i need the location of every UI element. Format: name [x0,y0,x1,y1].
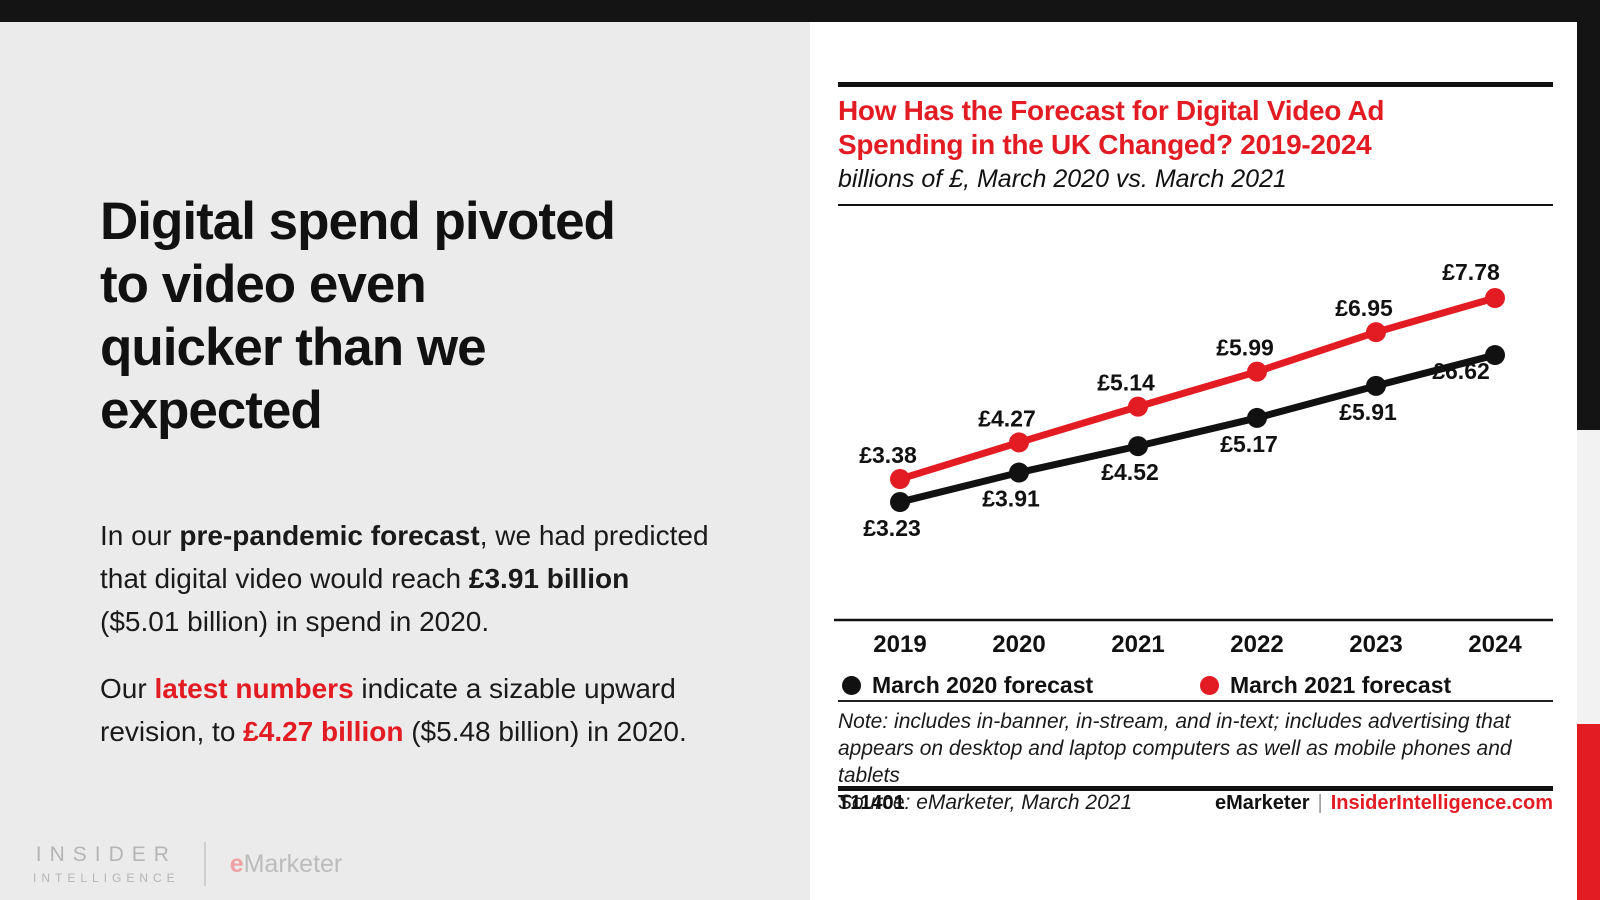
note-line: Source: eMarketer, March 2021 [838,791,1133,814]
chart-subtitle: billions of £, March 2020 vs. March 2021 [838,165,1287,193]
svg-text:£7.78: £7.78 [1442,259,1500,285]
svg-text:£5.91: £5.91 [1339,399,1397,425]
legend-label: March 2020 forecast [872,672,1094,698]
legend-item-march-2021: March 2021 forecast [1200,672,1451,699]
footer-branding: eMarketer | InsiderIntelligence.com [1215,792,1553,815]
chart-title-line: Spending in the UK Changed? 2019-2024 [838,129,1372,160]
headline-line: expected [100,381,323,440]
svg-text:2022: 2022 [1230,631,1283,658]
svg-text:£4.27: £4.27 [978,405,1036,431]
svg-text:2024: 2024 [1468,631,1522,658]
footer-separator: | [1317,792,1323,814]
footer-site-link[interactable]: InsiderIntelligence.com [1330,792,1553,814]
legend-label: March 2021 forecast [1230,672,1452,698]
chart-title-line: How Has the Forecast for Digital Video A… [838,95,1385,126]
svg-text:2019: 2019 [873,631,926,658]
edge-strip-red [1577,724,1600,900]
svg-text:£3.91: £3.91 [982,486,1040,512]
insider-logo-text: INSIDER [35,843,177,866]
intelligence-logo-text: INTELLIGENCE [33,871,180,885]
logo-divider [203,842,206,886]
svg-text:£3.23: £3.23 [863,515,921,541]
brand-logos: INSIDER INTELLIGENCE eMarketer [33,842,342,886]
legend-item-march-2020: March 2020 forecast [842,672,1093,699]
slide-body-copy: In our pre-pandemic forecast, we had pre… [100,514,712,753]
chart-legend: March 2020 forecast March 2021 forecast [810,672,1577,698]
note-line: appears on desktop and laptop computers … [838,737,1512,787]
title-bottom-rule [838,204,1553,206]
footer-rule [838,786,1553,791]
svg-text:£4.52: £4.52 [1101,459,1159,485]
note-top-rule [838,700,1553,702]
svg-text:£5.17: £5.17 [1220,431,1278,457]
insider-intelligence-logo: INSIDER INTELLIGENCE [33,843,180,885]
svg-text:2021: 2021 [1111,631,1164,658]
chart-footer: T11401 eMarketer | InsiderIntelligence.com [838,792,1553,815]
emarketer-logo-text: Marketer [243,849,343,878]
chart-title: How Has the Forecast for Digital Video A… [838,94,1385,162]
paragraph-latest-numbers: Our latest numbers indicate a sizable up… [100,673,687,747]
svg-text:£6.95: £6.95 [1335,295,1393,321]
svg-text:£6.62: £6.62 [1432,358,1490,384]
chart-note: Note: includes in-banner, in-stream, and… [838,708,1558,816]
edge-strip-black [1577,22,1600,430]
legend-dot-red [1200,676,1219,695]
note-line: Note: includes in-banner, in-stream, and… [838,710,1511,733]
chart-id: T11401 [838,792,905,814]
slide-headline: Digital spend pivoted to video even quic… [100,190,616,442]
top-black-bar [0,0,1600,22]
svg-text:2023: 2023 [1349,631,1402,658]
chart-panel: How Has the Forecast for Digital Video A… [810,22,1577,900]
emarketer-logo: eMarketer [230,850,343,879]
edge-strip-gray [1577,430,1600,724]
title-top-rule [838,82,1553,87]
footer-emarketer: eMarketer [1214,792,1310,814]
left-text-panel: Digital spend pivoted to video even quic… [0,22,810,900]
svg-text:£3.38: £3.38 [859,442,917,468]
legend-dot-black [842,676,861,695]
emarketer-logo-e: e [229,849,244,878]
headline-line: to video even [100,255,427,314]
forecast-line-chart: 2019 2020 2021 2022 2023 2024 £3.23 £3.91 £4.52 £… [834,259,1553,658]
svg-text:2020: 2020 [992,631,1045,658]
svg-text:£5.99: £5.99 [1216,335,1274,361]
headline-line: quicker than we [100,318,487,377]
paragraph-pre-pandemic: In our pre-pandemic forecast, we had pre… [100,520,709,637]
svg-text:£5.14: £5.14 [1097,370,1155,396]
headline-line: Digital spend pivoted [100,192,616,251]
